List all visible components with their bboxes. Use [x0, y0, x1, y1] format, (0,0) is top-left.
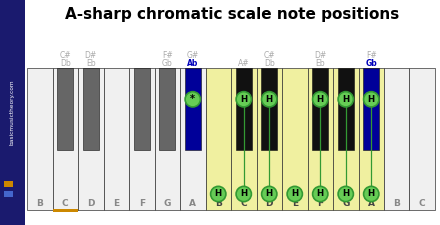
Circle shape [338, 186, 353, 202]
Bar [27, 68, 52, 210]
Bar [231, 68, 257, 210]
Text: Eb: Eb [86, 59, 95, 68]
Text: G: G [342, 200, 349, 209]
Bar [359, 68, 384, 210]
Text: Gb: Gb [365, 59, 377, 68]
Text: H: H [317, 189, 324, 198]
Bar [0, 0, 25, 225]
Text: Db: Db [264, 59, 275, 68]
Bar [185, 68, 201, 150]
Bar [180, 68, 205, 210]
Circle shape [287, 186, 302, 202]
Circle shape [312, 92, 328, 107]
Text: H: H [215, 189, 222, 198]
Text: A: A [189, 200, 196, 209]
Text: B: B [393, 200, 400, 209]
Bar [333, 68, 359, 210]
Bar [257, 68, 282, 210]
Text: H: H [368, 189, 375, 198]
Bar [261, 68, 277, 150]
Text: F#: F# [162, 50, 172, 59]
Bar [410, 68, 435, 210]
Circle shape [262, 92, 277, 107]
Text: B: B [37, 200, 43, 209]
Circle shape [236, 92, 251, 107]
Bar [312, 68, 328, 150]
Text: H: H [368, 95, 375, 104]
Bar [78, 68, 103, 210]
Bar [4, 181, 13, 187]
Circle shape [211, 186, 226, 202]
Bar [159, 68, 175, 150]
Text: E: E [292, 200, 298, 209]
Text: E: E [113, 200, 119, 209]
Circle shape [185, 92, 200, 107]
Text: H: H [266, 95, 273, 104]
Text: C#: C# [59, 50, 71, 59]
Text: H: H [317, 95, 324, 104]
Bar [52, 209, 78, 212]
Text: F: F [139, 200, 145, 209]
Text: H: H [240, 189, 247, 198]
Bar [83, 68, 99, 150]
Text: F: F [317, 200, 323, 209]
Text: D#: D# [84, 50, 97, 59]
Text: Db: Db [60, 59, 71, 68]
Text: D: D [87, 200, 95, 209]
Text: D#: D# [314, 50, 326, 59]
Text: *: * [190, 94, 195, 104]
Circle shape [262, 186, 277, 202]
Bar [52, 68, 78, 210]
Bar [338, 68, 354, 150]
Text: F#: F# [366, 50, 377, 59]
Text: basicmusictheory.com: basicmusictheory.com [10, 80, 15, 145]
Bar [4, 191, 13, 197]
Text: H: H [266, 189, 273, 198]
Circle shape [363, 186, 379, 202]
Text: A#: A# [238, 59, 249, 68]
Bar [129, 68, 154, 210]
Bar [205, 68, 231, 210]
Text: Ab: Ab [187, 59, 198, 68]
Bar [282, 68, 308, 210]
Text: G: G [164, 200, 171, 209]
Bar [134, 68, 150, 150]
Circle shape [236, 186, 251, 202]
Bar [154, 68, 180, 210]
Text: H: H [291, 189, 298, 198]
Bar [384, 68, 410, 210]
Text: Gb: Gb [162, 59, 172, 68]
Text: C: C [240, 200, 247, 209]
Text: A-sharp chromatic scale note positions: A-sharp chromatic scale note positions [65, 7, 399, 22]
Text: G#: G# [187, 50, 199, 59]
Bar [363, 68, 379, 150]
Text: C: C [419, 200, 425, 209]
Circle shape [312, 186, 328, 202]
Text: Eb: Eb [315, 59, 325, 68]
Bar [103, 68, 129, 210]
Text: H: H [342, 95, 349, 104]
Bar [308, 68, 333, 210]
Text: A: A [368, 200, 375, 209]
Text: B: B [215, 200, 222, 209]
Text: D: D [265, 200, 273, 209]
Text: C#: C# [264, 50, 275, 59]
Text: H: H [342, 189, 349, 198]
Bar [236, 68, 252, 150]
Text: C: C [62, 200, 69, 209]
Text: H: H [240, 95, 247, 104]
Bar [57, 68, 73, 150]
Circle shape [338, 92, 353, 107]
Circle shape [363, 92, 379, 107]
